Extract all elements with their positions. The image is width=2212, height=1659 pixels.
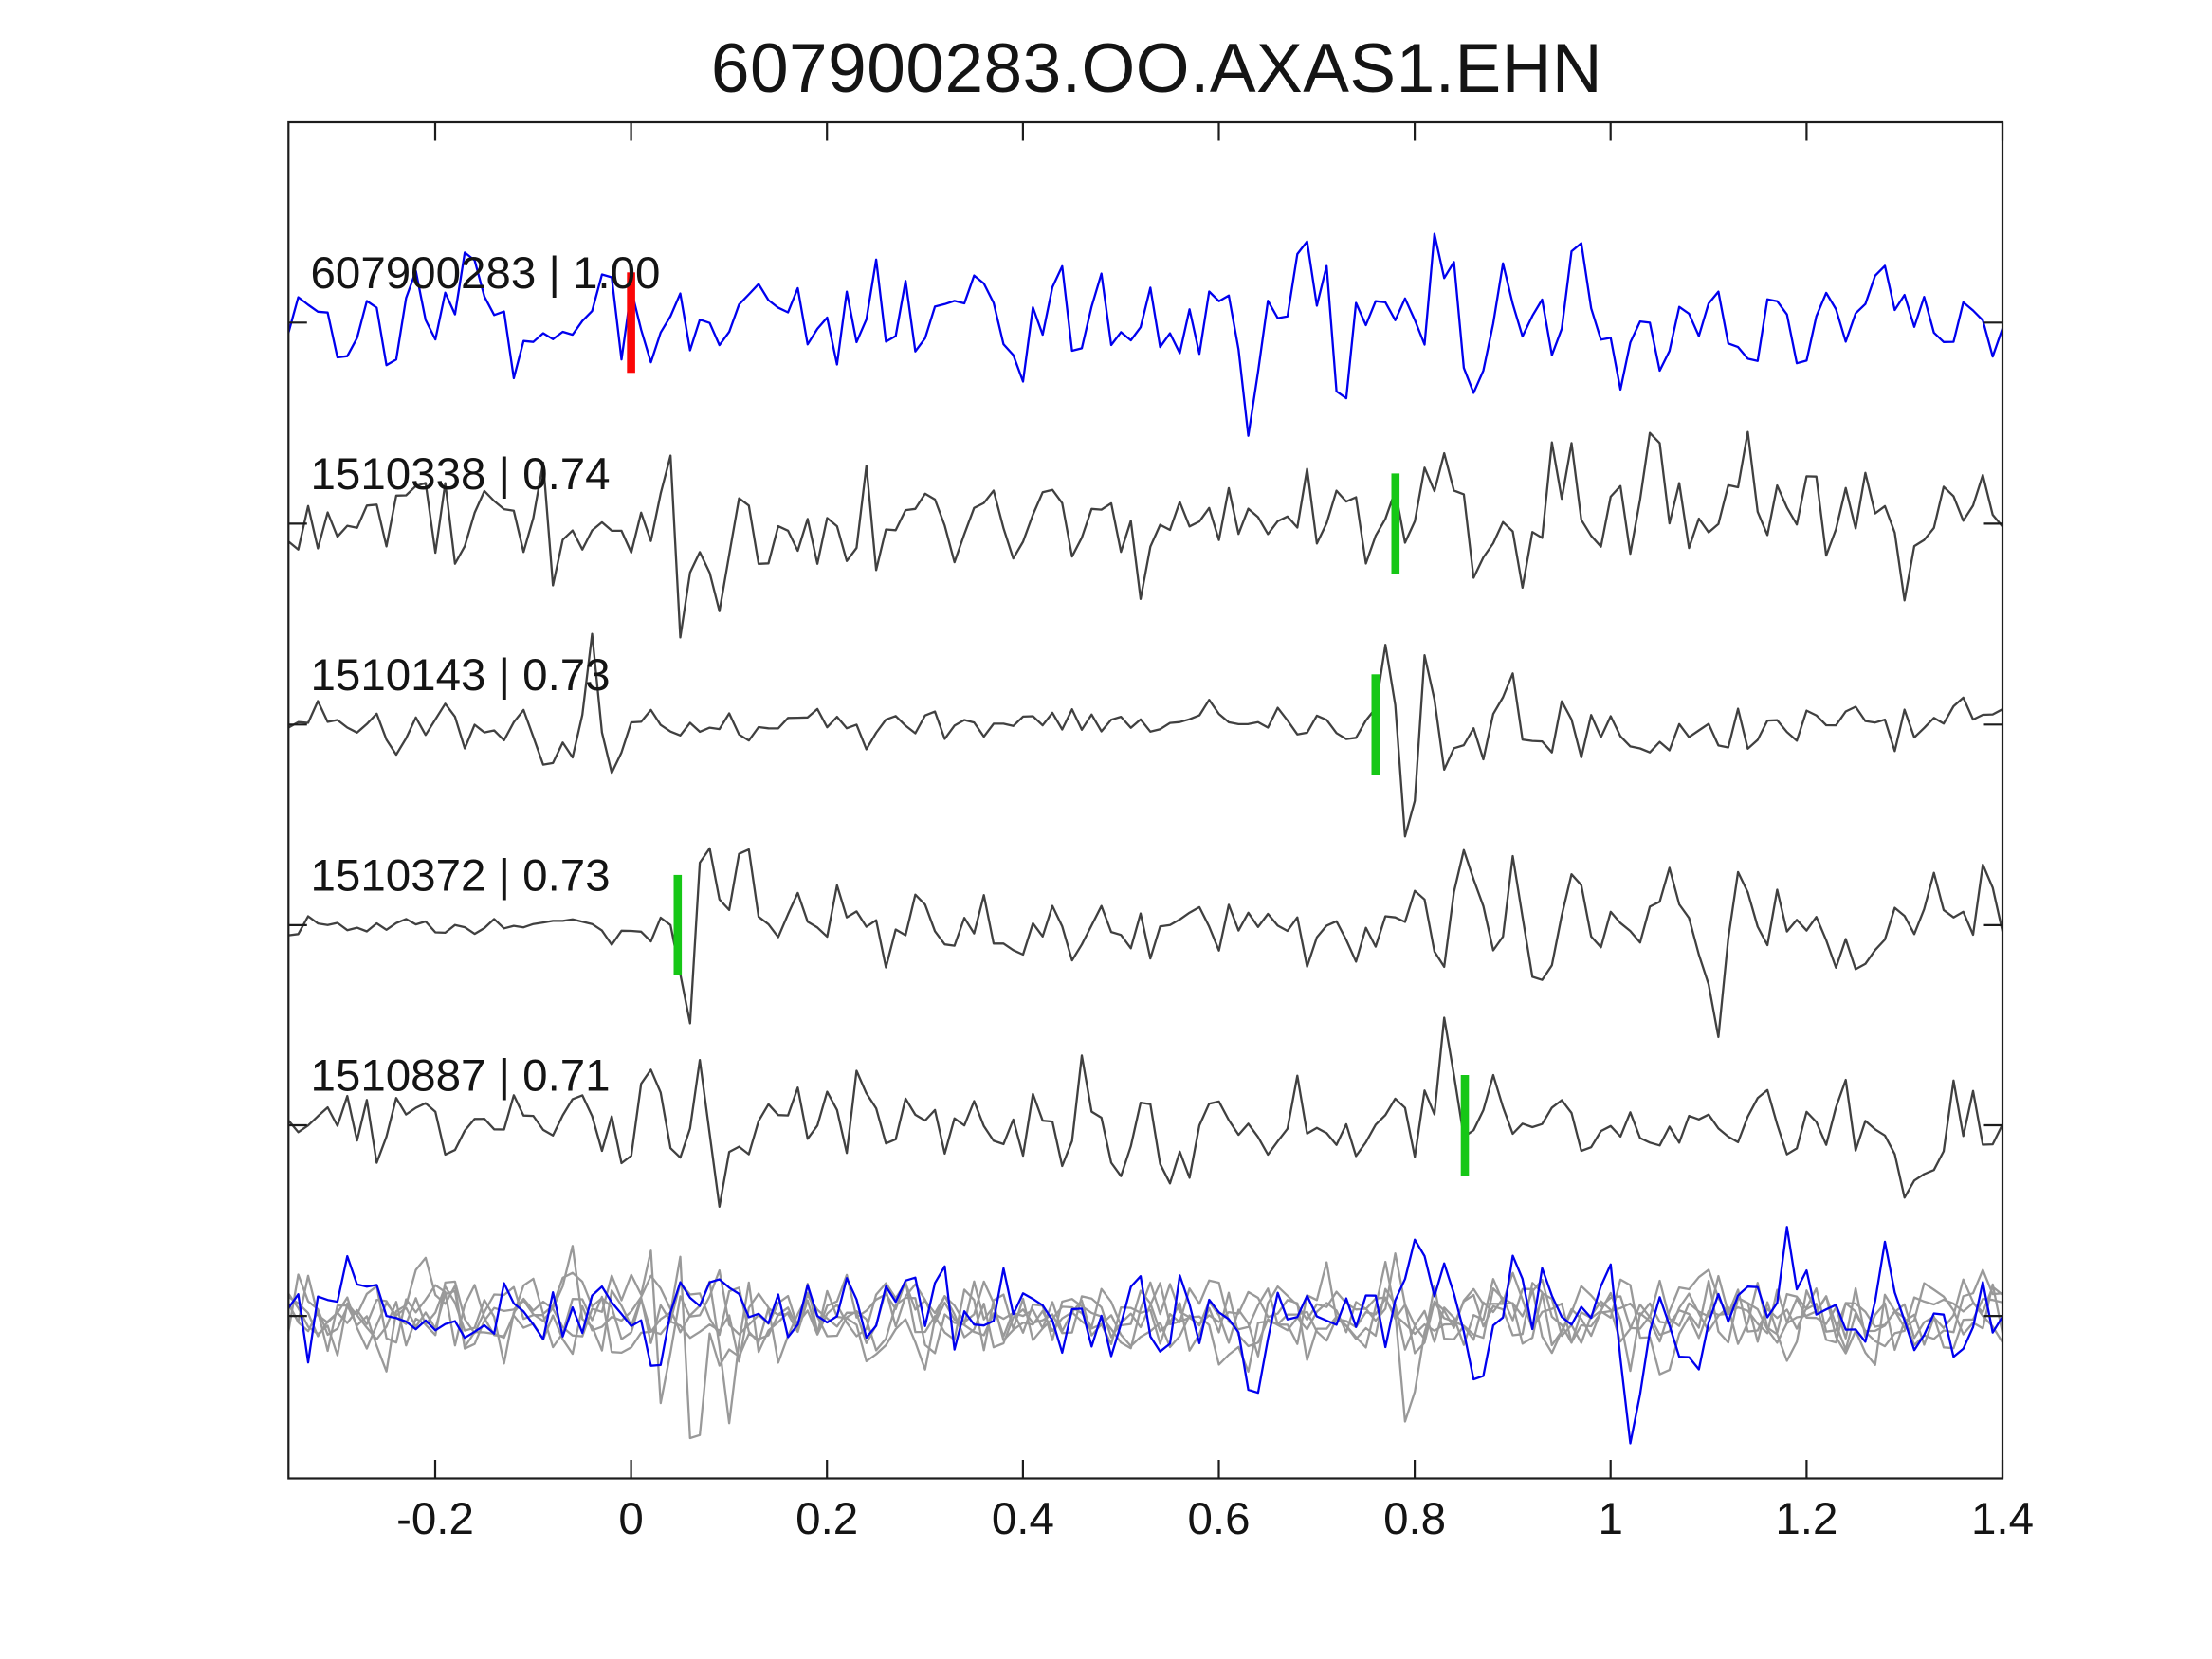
svg-text:0.6: 0.6 — [1187, 1494, 1250, 1544]
svg-text:0.2: 0.2 — [795, 1494, 858, 1544]
svg-text:1: 1 — [1598, 1494, 1622, 1544]
svg-text:1.4: 1.4 — [1971, 1494, 2034, 1544]
svg-text:1510338 | 0.74: 1510338 | 0.74 — [311, 449, 611, 500]
svg-text:1.2: 1.2 — [1775, 1494, 1837, 1544]
svg-text:0: 0 — [618, 1494, 643, 1544]
svg-text:0.8: 0.8 — [1383, 1494, 1446, 1544]
svg-text:1510143 | 0.73: 1510143 | 0.73 — [311, 650, 611, 701]
svg-text:607900283 | 1.00: 607900283 | 1.00 — [311, 248, 661, 299]
svg-text:607900283.OO.AXAS1.EHN: 607900283.OO.AXAS1.EHN — [711, 30, 1602, 107]
svg-text:-0.2: -0.2 — [396, 1494, 474, 1544]
svg-text:1510887 | 0.71: 1510887 | 0.71 — [311, 1051, 611, 1102]
svg-text:1510372 | 0.73: 1510372 | 0.73 — [311, 851, 611, 902]
svg-text:0.4: 0.4 — [992, 1494, 1054, 1544]
